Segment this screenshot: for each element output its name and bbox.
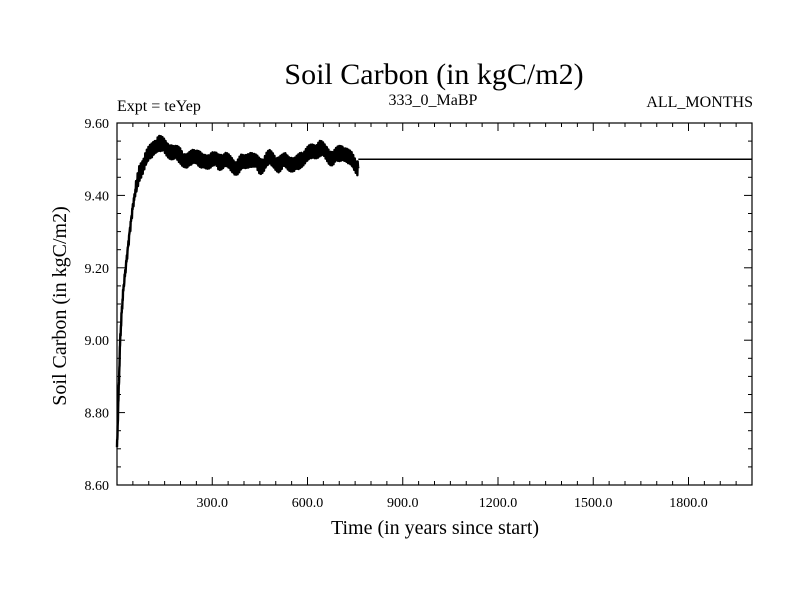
- y-tick-label: 8.80: [85, 407, 110, 422]
- x-axis-label: Time (in years since start): [331, 517, 539, 539]
- x-tick-label: 1800.0: [669, 496, 708, 511]
- period-label: 333_0_MaBP: [389, 92, 478, 109]
- plot-area: 300.0 600.0 900.0 1200.0 1500.0 1800.0 8.60 8.8…: [85, 117, 753, 511]
- y-axis-label: Soil Carbon (in kgC/m2): [49, 206, 71, 405]
- y-tick-label: 9.00: [85, 334, 110, 349]
- months-label: ALL_MONTHS: [646, 94, 753, 111]
- expt-label: Expt = teYep: [117, 98, 201, 115]
- x-tick-label: 1200.0: [479, 496, 518, 511]
- plot-frame: [116, 122, 753, 486]
- chart-title: Soil Carbon (in kgC/m2): [284, 58, 583, 91]
- x-tick-label: 300.0: [197, 496, 229, 511]
- y-tick-label: 9.60: [85, 117, 110, 132]
- x-tick-label: 600.0: [292, 496, 324, 511]
- x-tick-label: 900.0: [387, 496, 419, 511]
- x-tick-label: 1500.0: [574, 496, 613, 511]
- series-soil-carbon: [115, 134, 360, 448]
- y-tick-label: 9.20: [85, 262, 110, 277]
- y-tick-label: 9.40: [85, 189, 110, 204]
- y-tick-label: 8.60: [85, 479, 110, 494]
